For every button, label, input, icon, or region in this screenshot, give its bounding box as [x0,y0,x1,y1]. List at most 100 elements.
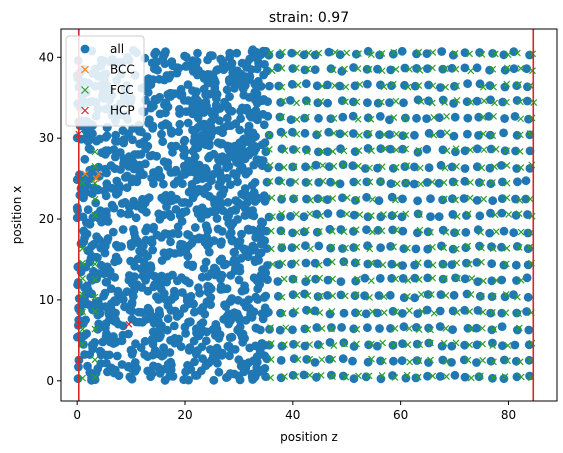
fcc-point [452,245,460,253]
all-point [398,194,407,204]
fcc-point [406,65,413,73]
fcc-point [341,340,348,348]
all-point [148,123,158,133]
all-point [474,131,483,140]
legend-label: FCC [110,83,134,97]
all-point [498,341,507,351]
fcc-point [404,83,412,91]
fcc-point [293,228,301,236]
all-point [274,176,284,186]
all-point [140,336,150,346]
all-point [460,372,470,382]
all-point [449,131,459,141]
fcc-point [378,163,386,171]
fcc-point [278,113,286,121]
fcc-point [306,210,314,218]
all-point [249,307,259,317]
fcc-point [465,260,473,268]
all-point [361,309,371,319]
fcc-point [352,226,360,234]
fcc-point [479,113,487,121]
fcc-point [402,179,410,186]
all-point [249,356,258,366]
fcc-point [281,341,288,348]
all-point [422,49,432,58]
fcc-point [490,112,498,120]
fcc-point [429,274,437,282]
all-point [101,323,110,333]
all-point [245,54,255,64]
fcc-point [517,115,525,123]
all-point [204,247,214,257]
all-point [127,300,137,309]
all-point [222,85,232,95]
fcc-point [328,227,336,235]
all-point [184,156,194,166]
all-point [102,236,112,246]
all-point [217,351,227,360]
all-point [323,209,333,218]
all-point [485,130,495,140]
fcc-point [341,65,348,73]
all-point [473,277,483,287]
all-point [159,343,169,352]
all-point [373,163,382,173]
all-point [376,374,386,384]
all-point [299,50,309,60]
all-point [72,213,82,223]
all-point [274,260,284,269]
fcc-point [490,358,497,366]
fcc-point [318,325,326,332]
all-point [199,84,209,94]
fcc-point [504,342,512,349]
all-point [191,349,201,359]
all-point [114,371,124,380]
all-point [139,241,148,251]
fcc-point [416,66,424,74]
all-point [338,193,347,203]
fcc-point [467,67,475,75]
fcc-point [379,339,387,347]
all-point [276,98,285,107]
fcc-point [292,210,300,218]
all-point [448,194,457,204]
all-point [412,64,421,73]
fcc-point [414,373,422,381]
fcc-point [504,357,511,365]
all-point [512,242,522,251]
all-point [349,63,358,72]
all-point [525,164,535,173]
all-point [233,295,243,305]
all-point [229,255,239,265]
all-point [235,236,245,246]
all-point [94,171,104,181]
all-point [122,171,132,181]
all-point [124,129,133,139]
fcc-point [440,195,448,203]
fcc-point [328,325,336,333]
fcc-point [330,114,338,122]
all-point [509,228,519,238]
all-point [158,137,168,147]
all-point [233,215,243,224]
all-point [190,223,200,232]
fcc-point [293,49,301,57]
all-point [167,128,176,138]
all-point [435,322,445,331]
fcc-point [278,178,286,186]
all-point [255,366,265,376]
all-point [186,291,196,301]
fcc-point [303,148,311,156]
fcc-point [453,308,461,316]
fcc-point [293,130,301,138]
fcc-point [443,113,450,120]
all-point [176,209,186,219]
all-point [323,257,332,267]
series-bcc [81,170,103,183]
all-point [301,277,311,286]
fcc-point [353,325,361,333]
fcc-point [356,131,363,139]
all-point [351,308,360,318]
all-point [510,340,520,350]
fcc-point [466,194,474,202]
